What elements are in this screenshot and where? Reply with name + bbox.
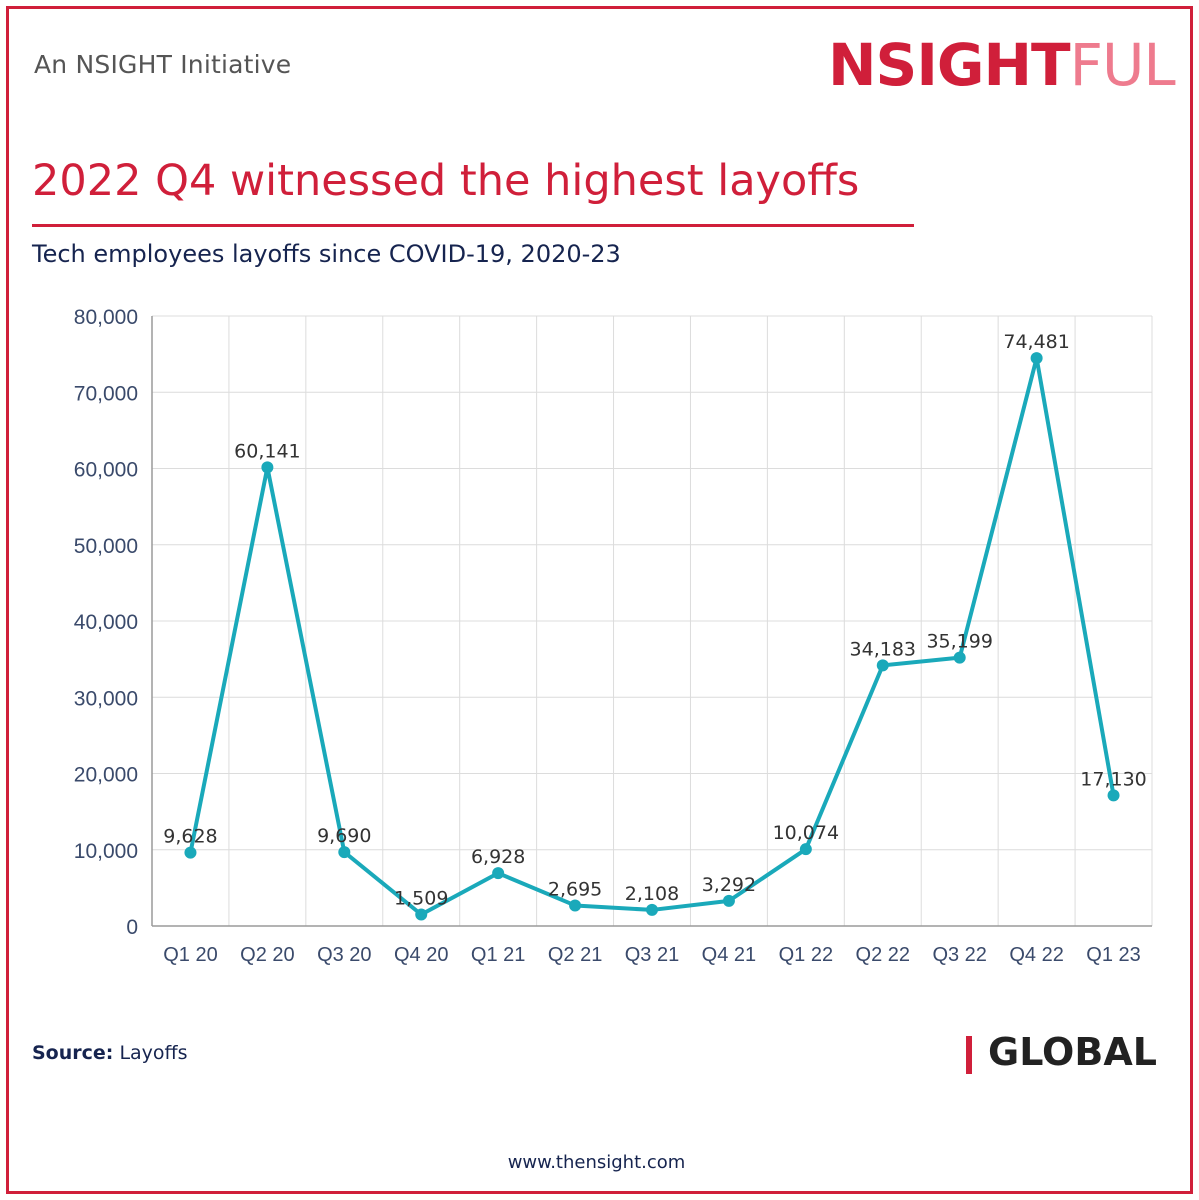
y-axis: 0 10,000 20,000 30,000 40,000 50,000 60,000 70,… [74, 306, 153, 939]
data-point [492, 867, 505, 880]
border-frame [6, 6, 1193, 1194]
y-tick-label: 20,000 [74, 764, 138, 787]
y-tick-label: 50,000 [74, 535, 138, 558]
data-label: 74,481 [1003, 331, 1069, 353]
source-value: Layoffs [119, 1042, 188, 1064]
x-tick-label: Q4 20 [394, 944, 448, 966]
nsightful-logo: NSIGHTFUL [828, 30, 1176, 100]
data-point [799, 843, 812, 856]
x-tick-label: Q2 20 [240, 944, 294, 966]
line-chart: 0 10,000 20,000 30,000 40,000 50,000 60,000 70,… [74, 306, 1153, 966]
y-tick-label: 0 [126, 916, 138, 939]
y-tick-label: 30,000 [74, 687, 138, 710]
data-point [722, 894, 735, 907]
x-tick-label: Q3 20 [317, 944, 371, 966]
series-layoffs: 9,628 60,141 9,690 1,509 6,928 2,695 2,108 3,29… [163, 331, 1147, 921]
y-tick-label: 80,000 [74, 306, 138, 329]
chart-subtitle: Tech employees layoffs since COVID-19, 2… [32, 240, 621, 268]
page-title: 2022 Q4 witnessed the highest layoffs [32, 156, 860, 206]
initiative-label: An NSIGHT Initiative [34, 50, 292, 79]
y-tick-label: 10,000 [74, 840, 138, 863]
x-tick-label: Q4 22 [1009, 944, 1063, 966]
y-tick-label: 70,000 [74, 382, 138, 405]
data-label: 2,695 [548, 878, 602, 900]
website-link[interactable]: www.thensight.com [507, 1152, 686, 1173]
data-label: 17,130 [1080, 768, 1146, 790]
x-tick-label: Q1 20 [163, 944, 217, 966]
data-point [338, 846, 351, 859]
data-point [569, 899, 582, 912]
source-label: Source: [32, 1042, 114, 1064]
data-label: 6,928 [471, 846, 525, 868]
data-label: 60,141 [234, 440, 300, 462]
data-point [1107, 789, 1120, 802]
region-accent-bar [966, 1036, 972, 1074]
data-point [876, 659, 889, 672]
data-label: 2,108 [625, 883, 679, 905]
data-label: 34,183 [850, 638, 916, 660]
x-tick-label: Q3 22 [932, 944, 986, 966]
logo-secondary: FUL [1069, 31, 1176, 99]
grid-lines [151, 315, 1153, 927]
x-tick-label: Q1 23 [1086, 944, 1140, 966]
x-tick-label: Q1 21 [471, 944, 525, 966]
data-point [1030, 352, 1043, 365]
logo-primary: NSIGHT [828, 31, 1071, 99]
x-tick-label: Q4 21 [702, 944, 756, 966]
data-point [953, 651, 966, 664]
x-tick-label: Q2 22 [856, 944, 910, 966]
source-note: Source: Layoffs [32, 1042, 188, 1064]
x-tick-label: Q3 21 [625, 944, 679, 966]
region-label: GLOBAL [988, 1030, 1157, 1074]
title-underline [32, 224, 914, 227]
y-tick-label: 60,000 [74, 459, 138, 482]
x-tick-label: Q2 21 [548, 944, 602, 966]
data-label: 35,199 [926, 631, 992, 653]
data-label: 9,690 [317, 825, 371, 847]
data-point [261, 461, 274, 474]
data-point [184, 846, 197, 859]
x-axis: Q1 20 Q2 20 Q3 20 Q4 20 Q1 21 Q2 21 Q3 21 Q4 21… [152, 925, 1152, 966]
data-label: 10,074 [773, 822, 839, 844]
data-label: 3,292 [702, 874, 756, 896]
x-tick-label: Q1 22 [779, 944, 833, 966]
data-point [415, 908, 428, 921]
data-label: 1,509 [394, 887, 448, 909]
data-label: 9,628 [163, 826, 217, 848]
y-tick-label: 40,000 [74, 611, 138, 634]
data-point [646, 903, 658, 916]
